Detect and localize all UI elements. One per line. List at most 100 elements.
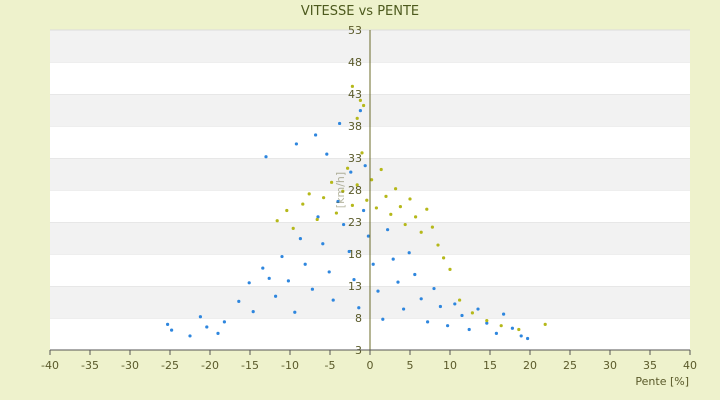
data-point	[419, 230, 423, 234]
data-point	[331, 298, 335, 302]
data-point	[510, 326, 514, 330]
data-point	[298, 237, 302, 241]
data-point	[419, 297, 423, 301]
x-tick-label: -15	[241, 359, 259, 372]
x-tick-label: 25	[563, 359, 577, 372]
data-point	[414, 215, 418, 219]
x-tick-label: 10	[443, 359, 457, 372]
data-point	[425, 207, 429, 211]
data-point	[198, 315, 202, 319]
data-point	[362, 208, 366, 213]
x-tick-label: 40	[683, 359, 697, 372]
data-point	[286, 279, 290, 283]
data-point	[342, 222, 346, 227]
data-point	[205, 325, 209, 329]
data-point	[251, 310, 255, 314]
data-point	[166, 322, 170, 326]
y-tick-label: 8	[355, 312, 362, 325]
data-point	[413, 272, 417, 277]
data-point	[293, 310, 297, 314]
data-point	[365, 198, 369, 202]
data-point	[325, 152, 329, 156]
y-tick-label: 23	[348, 216, 362, 229]
data-point	[314, 133, 318, 137]
x-tick-label: -5	[325, 359, 336, 372]
series-blue	[166, 109, 530, 341]
y-tick-label: 28	[348, 184, 362, 197]
data-point	[341, 189, 345, 193]
data-point	[371, 262, 375, 266]
data-point	[355, 116, 359, 120]
data-point	[307, 192, 311, 196]
data-point	[394, 187, 398, 191]
data-point	[396, 280, 400, 284]
data-point	[379, 167, 383, 172]
data-point	[360, 151, 364, 155]
data-point	[485, 318, 489, 323]
data-point	[316, 215, 320, 219]
data-point	[355, 183, 359, 187]
data-point	[188, 334, 192, 338]
data-point	[458, 298, 462, 302]
data-point	[294, 142, 298, 146]
y-tick-label: 43	[348, 88, 362, 101]
data-point	[460, 313, 464, 318]
data-point	[517, 327, 521, 332]
data-point	[237, 299, 241, 303]
data-point	[280, 254, 284, 259]
data-point	[350, 203, 354, 207]
x-tick-label: -30	[121, 359, 139, 372]
data-point	[346, 166, 350, 170]
data-point	[432, 286, 436, 291]
x-tick-label: 15	[483, 359, 497, 372]
data-point	[336, 199, 340, 204]
data-point	[363, 164, 367, 168]
x-tick-label: 0	[367, 359, 374, 372]
data-point	[310, 287, 314, 291]
data-point	[408, 197, 412, 201]
y-tick-label: 38	[348, 120, 362, 133]
data-point	[315, 217, 319, 222]
x-tick-label: 30	[603, 359, 617, 372]
data-point	[267, 276, 271, 280]
data-point	[285, 208, 289, 213]
data-point	[338, 121, 342, 126]
data-point	[519, 334, 523, 338]
data-point	[327, 270, 331, 274]
data-point	[350, 84, 354, 88]
data-point	[301, 202, 305, 206]
data-point	[381, 317, 385, 321]
data-point	[274, 294, 278, 298]
data-point	[261, 266, 265, 270]
x-tick-label: -10	[281, 359, 299, 372]
data-point	[442, 256, 446, 260]
data-point	[467, 327, 471, 332]
data-point	[352, 278, 356, 282]
data-point	[386, 228, 390, 232]
x-tick-label: 5	[407, 359, 414, 372]
x-axis-label: Pente [%]	[635, 375, 689, 388]
x-tick-label: -20	[201, 359, 219, 372]
data-point	[170, 328, 174, 332]
data-point	[499, 324, 503, 328]
x-tick-label: -35	[81, 359, 99, 372]
data-point	[358, 98, 362, 102]
x-tick-label: 20	[523, 359, 537, 372]
data-point	[374, 206, 378, 210]
y-tick-label: 33	[348, 152, 362, 165]
data-point	[322, 196, 326, 200]
data-point	[402, 307, 406, 311]
data-point	[543, 322, 547, 326]
data-point	[526, 336, 530, 341]
data-point	[438, 304, 442, 309]
chart-title: VITESSE vs PENTE	[301, 4, 419, 19]
data-point	[446, 324, 450, 328]
data-point	[247, 281, 251, 285]
data-point	[362, 103, 366, 108]
data-point	[384, 194, 388, 198]
y-axis-label: [km/h]	[334, 172, 347, 208]
data-point	[407, 251, 411, 255]
y-tick-label: 13	[348, 280, 362, 293]
data-point	[264, 155, 268, 159]
